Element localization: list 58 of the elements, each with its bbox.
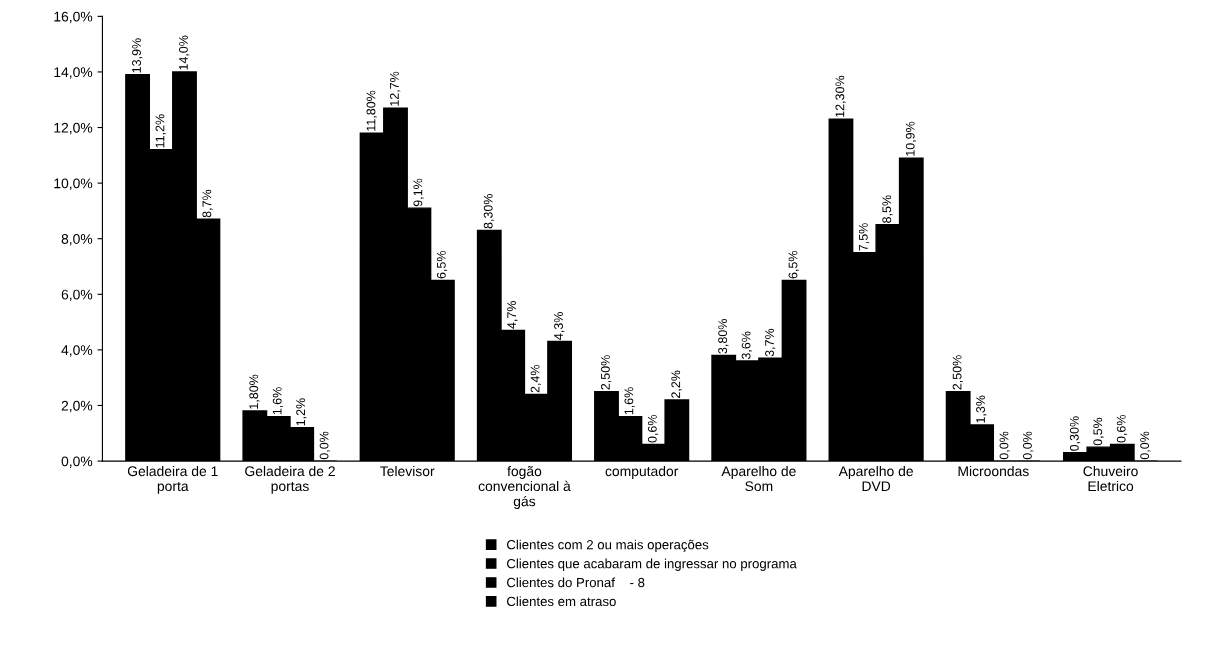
data-label: 6,5% [436, 250, 448, 279]
data-label: 0,0% [319, 431, 330, 460]
y-tick-label: 0,0% [61, 456, 93, 468]
y-tick-label: 14,0% [54, 67, 93, 79]
data-label: 2,50% [952, 355, 963, 390]
x-tick-label: Geladeira de 2 portas [245, 465, 335, 494]
data-label: 2,50% [601, 355, 612, 390]
y-tick-label: 2,0% [61, 400, 93, 413]
legend-label: Clientes do Pronaf - 8 [507, 577, 645, 588]
data-label: 4,3% [554, 312, 565, 340]
data-label: 1,3% [976, 395, 987, 423]
data-label: 0,6% [1116, 414, 1128, 443]
data-label: 10,9% [905, 121, 917, 156]
legend-label: Clientes com 2 ou mais operações [507, 539, 709, 553]
data-label: 7,5% [858, 223, 870, 251]
x-tick-label: Chuveiro Eletrico [1083, 465, 1138, 492]
data-label: 2,2% [671, 370, 682, 398]
y-tick-label: 16,0% [54, 11, 93, 24]
legend-label: Clientes em atraso [507, 596, 616, 607]
data-label: 0,30% [1069, 416, 1081, 451]
data-label: 0,0% [999, 431, 1010, 460]
data-label: 0,6% [647, 414, 659, 443]
data-label: 8,5% [882, 195, 893, 223]
data-label: 6,5% [788, 250, 799, 279]
data-label: 11,2% [155, 114, 166, 148]
x-tick-label: Televisor [380, 465, 435, 477]
data-label: 0,5% [1093, 417, 1104, 446]
data-label: 3,7% [765, 328, 776, 357]
data-label: 0,0% [1140, 431, 1151, 460]
y-tick-label: 4,0% [61, 345, 93, 357]
y-tick-label: 12,0% [54, 122, 93, 135]
data-label: 9,1% [413, 178, 424, 207]
x-tick-label: computador [605, 465, 679, 479]
y-tick-label: 10,0% [54, 178, 93, 190]
x-tick-label: Aparelho de Som [721, 465, 796, 492]
data-label: 12,30% [835, 75, 846, 117]
data-label: 8,30% [483, 193, 495, 229]
legend-label: Clientes que acabaram de ingressar no programa [507, 558, 797, 571]
data-label: 13,9% [132, 38, 143, 73]
y-tick-label: 8,0% [61, 234, 93, 246]
x-tick-label: fogão convencional à gás [478, 465, 571, 509]
data-label: 14,0% [178, 35, 190, 70]
data-label: 1,6% [272, 387, 284, 415]
data-label: 1,6% [624, 387, 635, 415]
data-label: 0,0% [1023, 431, 1034, 460]
data-label: 3,6% [741, 331, 752, 360]
x-tick-label: Aparelho de DVD [838, 465, 913, 491]
data-label: 1,2% [296, 398, 307, 426]
x-tick-label: Microondas [958, 465, 1029, 477]
y-tick-label: 6,0% [61, 289, 93, 302]
data-label: 2,4% [530, 364, 541, 393]
data-label: 4,7% [507, 301, 518, 329]
data-label: 12,7% [389, 71, 401, 106]
x-tick-label: Geladeira de 1 porta [127, 465, 218, 494]
data-label: 8,7% [202, 189, 213, 218]
data-label: 11,80% [366, 90, 377, 131]
data-label: 3,80% [718, 319, 729, 354]
data-label: 1,80% [249, 374, 260, 409]
